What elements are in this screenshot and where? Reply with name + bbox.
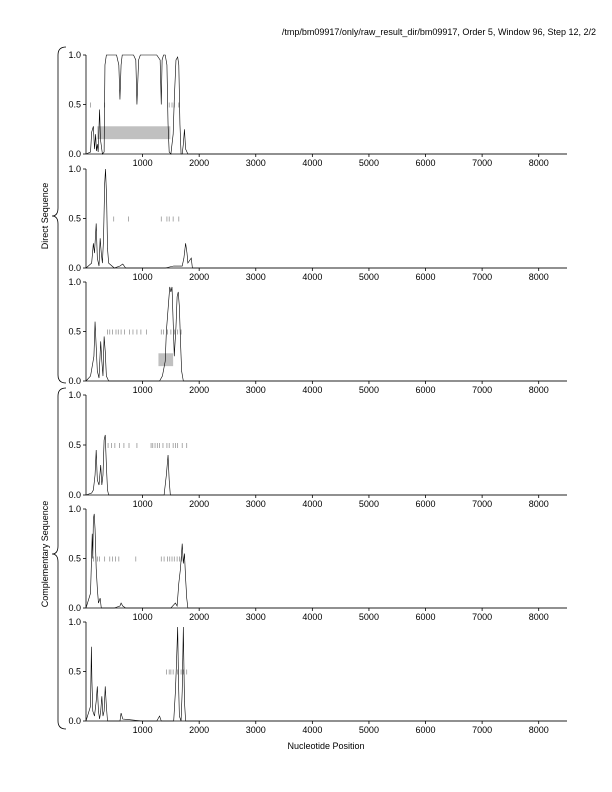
x-tick-label: 2000 [189,612,209,622]
panel-3: 0.0 0.5 1.0 1000 2000 3000 4000 5000 6000 7000 800… [68,277,567,395]
x-tick-label: 6000 [416,272,436,282]
x-tick-label: 3000 [246,272,266,282]
x-tick-label: 6000 [416,499,436,509]
y-tick-label: 0.5 [68,100,81,110]
x-tick-label: 3000 [246,725,266,735]
x-tick-label: 6000 [416,385,436,395]
x-tick-label: 4000 [302,158,322,168]
y-tick-label: 1.0 [68,390,81,400]
x-tick-label: 7000 [472,272,492,282]
y-tick-label: 0.0 [68,603,81,613]
x-tick-label: 6000 [416,725,436,735]
panels-layer: 0.0 0.5 1.0 1000 2000 3000 4000 5000 6000 7000 800… [68,50,567,735]
series-line [85,434,567,496]
x-tick-label: 5000 [359,612,379,622]
x-tick-label: 2000 [189,272,209,282]
y-tick-label: 0.0 [68,376,81,386]
y-tick-label: 0.0 [68,716,81,726]
shaded-region-1 [97,126,171,140]
series-line [85,54,567,155]
x-tick-label: 1000 [133,385,153,395]
x-tick-label: 5000 [359,725,379,735]
x-tick-label: 4000 [302,612,322,622]
y-tick-label: 1.0 [68,504,81,514]
complementary-sequence-brace [51,387,67,730]
x-tick-label: 2000 [189,385,209,395]
y-tick-label: 0.5 [68,554,81,564]
direct-sequence-label: Direct Sequence [40,183,50,250]
x-tick-label: 7000 [472,385,492,395]
x-tick-label: 3000 [246,385,266,395]
complementary-sequence-label: Complementary Sequence [40,501,50,608]
x-tick-label: 6000 [416,158,436,168]
x-tick-label: 7000 [472,612,492,622]
x-tick-label: 7000 [472,499,492,509]
y-tick-label: 0.0 [68,149,81,159]
page-title: /tmp/bm09917/only/raw_result_dir/bm09917… [281,27,596,37]
x-tick-label: 1000 [133,158,153,168]
x-tick-label: 8000 [529,385,549,395]
x-tick-label: 6000 [416,612,436,622]
x-tick-label: 1000 [133,272,153,282]
y-tick-label: 1.0 [68,617,81,627]
y-tick-label: 0.5 [68,214,81,224]
y-tick-label: 0.5 [68,327,81,337]
series-line [85,626,567,722]
x-tick-label: 4000 [302,385,322,395]
x-tick-label: 7000 [472,725,492,735]
y-tick-label: 1.0 [68,277,81,287]
x-tick-label: 8000 [529,158,549,168]
x-tick-label: 5000 [359,272,379,282]
x-tick-label: 5000 [359,385,379,395]
x-tick-label: 8000 [529,612,549,622]
x-tick-label: 5000 [359,499,379,509]
x-tick-label: 3000 [246,612,266,622]
y-tick-label: 0.0 [68,263,81,273]
panel-5: 0.0 0.5 1.0 1000 2000 3000 4000 5000 6000 7000 800… [68,504,567,622]
y-tick-label: 1.0 [68,164,81,174]
y-tick-label: 1.0 [68,50,81,60]
x-tick-label: 4000 [302,272,322,282]
panel-2: 0.0 0.5 1.0 1000 2000 3000 4000 5000 6000 7000 800… [68,164,567,282]
x-tick-label: 2000 [189,725,209,735]
x-tick-label: 1000 [133,725,153,735]
shaded-region-1 [158,353,174,367]
x-tick-label: 2000 [189,499,209,509]
x-tick-label: 4000 [302,725,322,735]
y-tick-label: 0.5 [68,440,81,450]
direct-sequence-brace [51,46,67,384]
x-tick-label: 8000 [529,499,549,509]
x-tick-label: 4000 [302,499,322,509]
x-tick-label: 8000 [529,725,549,735]
panel-4: 0.0 0.5 1.0 1000 2000 3000 4000 5000 6000 7000 800… [68,390,567,509]
y-tick-label: 0.0 [68,490,81,500]
panel-1: 0.0 0.5 1.0 1000 2000 3000 4000 5000 6000 7000 800… [68,50,567,168]
y-tick-label: 0.5 [68,667,81,677]
x-tick-label: 7000 [472,158,492,168]
x-tick-label: 1000 [133,612,153,622]
series-line [85,286,567,382]
x-tick-label: 5000 [359,158,379,168]
series-line [85,513,567,609]
x-tick-label: 3000 [246,158,266,168]
series-line [85,168,567,269]
panel-6: 0.0 0.5 1.0 1000 2000 3000 4000 5000 6000 7000 800… [68,617,567,735]
x-tick-label: 2000 [189,158,209,168]
x-tick-label: 1000 [133,499,153,509]
x-tick-label: 8000 [529,272,549,282]
x-axis-title: Nucleotide Position [287,741,364,751]
x-tick-label: 3000 [246,499,266,509]
